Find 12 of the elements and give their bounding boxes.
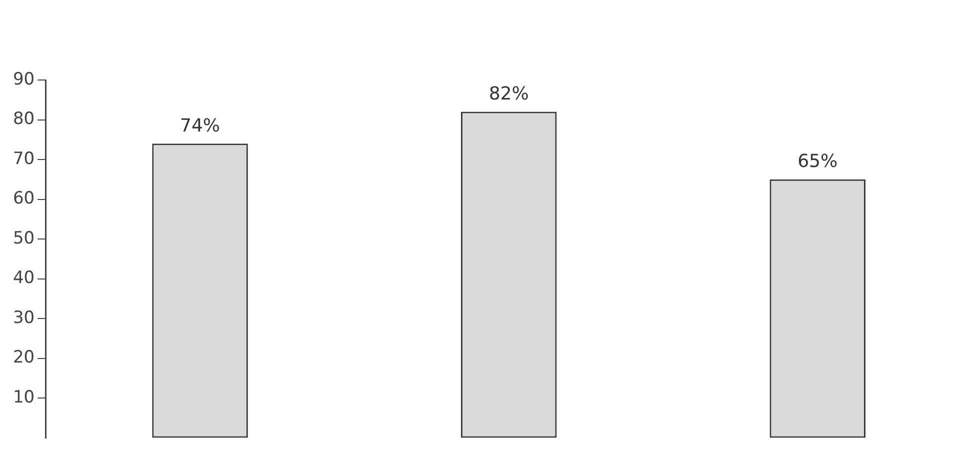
data-label: 82% — [488, 83, 529, 104]
y-tick-label: 70 — [12, 148, 35, 169]
data-label: 74% — [180, 115, 220, 136]
y-tick-label: 50 — [12, 228, 35, 248]
data-label: 65% — [798, 151, 838, 172]
y-tick-label: 90 — [12, 69, 35, 90]
y-tick-label: 30 — [12, 308, 35, 328]
y-tick-label: 60 — [12, 188, 35, 209]
y-tick-label: 40 — [12, 268, 35, 288]
y-tick-label: 10 — [12, 387, 35, 408]
y-tick-label: 80 — [12, 109, 35, 130]
y-tick-label: 20 — [12, 348, 35, 368]
